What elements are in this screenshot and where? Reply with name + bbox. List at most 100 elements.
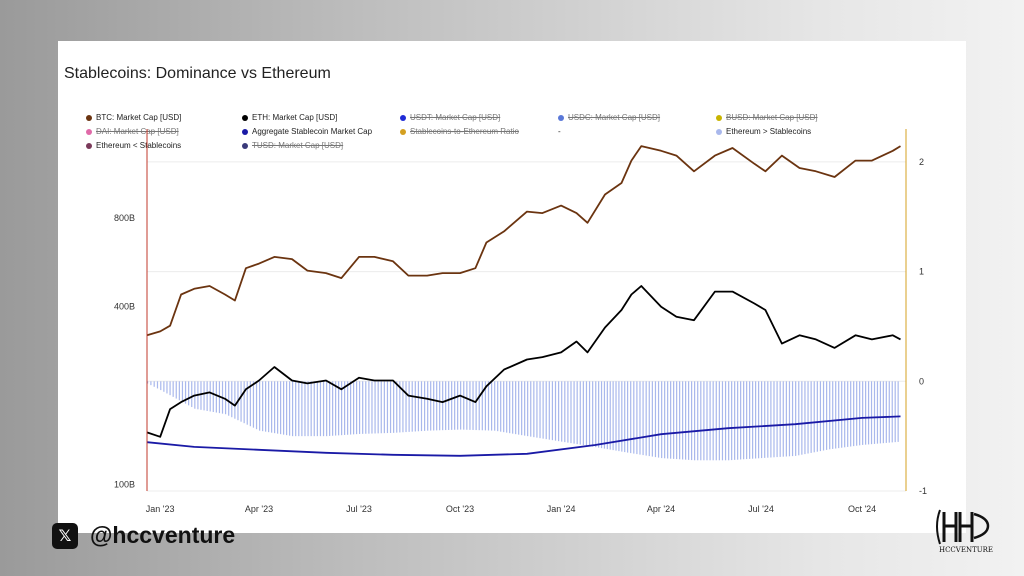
legend-label: Stablecoins-to-Ethereum Ratio bbox=[410, 127, 519, 136]
bar bbox=[338, 381, 340, 436]
bar bbox=[181, 381, 184, 402]
bar bbox=[521, 381, 523, 436]
legend-swatch bbox=[558, 114, 564, 121]
bar bbox=[451, 381, 453, 430]
legend-item[interactable]: DAI: Market Cap [USD] bbox=[86, 127, 179, 136]
bar bbox=[298, 381, 300, 437]
bar bbox=[567, 381, 569, 443]
x-tick-label: Apr '23 bbox=[245, 504, 273, 514]
bar bbox=[530, 381, 532, 437]
bar bbox=[752, 381, 754, 459]
bar bbox=[288, 381, 291, 436]
bar bbox=[758, 381, 760, 459]
legend-swatch bbox=[400, 114, 406, 121]
bar bbox=[795, 381, 797, 456]
bar bbox=[371, 381, 373, 434]
legend-item[interactable]: Stablecoins-to-Ethereum Ratio bbox=[400, 127, 519, 136]
bar bbox=[206, 381, 208, 411]
x-tick-label: Oct '24 bbox=[848, 504, 876, 514]
bar bbox=[402, 381, 404, 433]
bar bbox=[737, 381, 739, 460]
bar bbox=[212, 381, 214, 413]
bar bbox=[835, 381, 837, 449]
bar bbox=[734, 381, 736, 460]
bar bbox=[389, 381, 392, 433]
bar bbox=[615, 381, 617, 451]
bar bbox=[487, 381, 490, 431]
bar bbox=[365, 381, 367, 434]
bar bbox=[304, 381, 306, 437]
legend-swatch bbox=[242, 142, 248, 149]
bar bbox=[350, 381, 352, 435]
bar bbox=[209, 381, 211, 412]
bar bbox=[879, 381, 882, 444]
bar bbox=[645, 381, 647, 456]
bar bbox=[347, 381, 349, 435]
legend-item[interactable]: - bbox=[558, 127, 561, 136]
bar bbox=[624, 381, 626, 453]
bar bbox=[274, 381, 276, 434]
legend-item[interactable]: USDT: Market Cap [USD] bbox=[400, 113, 500, 122]
legend-item[interactable]: TUSD: Market Cap [USD] bbox=[242, 141, 343, 150]
bar bbox=[867, 381, 870, 445]
bar bbox=[420, 381, 423, 432]
legend-label: - bbox=[558, 127, 561, 136]
bar bbox=[761, 381, 763, 459]
hcc-monogram-logo bbox=[936, 509, 990, 545]
bar bbox=[767, 381, 769, 458]
bar bbox=[573, 381, 575, 444]
bar bbox=[362, 381, 364, 434]
social-handle: @hccventure bbox=[90, 522, 236, 548]
legend-item[interactable]: Ethereum > Stablecoins bbox=[716, 127, 811, 136]
bar bbox=[316, 381, 318, 437]
bar bbox=[819, 381, 822, 452]
bar bbox=[776, 381, 778, 458]
bar bbox=[798, 381, 800, 456]
legend-item[interactable]: Aggregate Stablecoin Market Cap bbox=[242, 127, 372, 136]
legend-item[interactable]: Ethereum < Stablecoins bbox=[86, 141, 181, 150]
legend-swatch bbox=[716, 128, 722, 135]
bar bbox=[612, 381, 614, 451]
bar bbox=[694, 381, 696, 461]
bar bbox=[448, 381, 450, 430]
bar bbox=[639, 381, 641, 455]
legend-item[interactable]: ETH: Market Cap [USD] bbox=[242, 113, 337, 122]
bar bbox=[703, 381, 705, 461]
bar bbox=[466, 381, 468, 430]
bar bbox=[788, 381, 791, 457]
bar bbox=[265, 381, 267, 432]
x-tick-label: Jan '23 bbox=[146, 504, 175, 514]
legend-item[interactable]: BTC: Market Cap [USD] bbox=[86, 113, 181, 122]
bar bbox=[826, 381, 828, 450]
legend-label: BUSD: Market Cap [USD] bbox=[726, 113, 818, 122]
bar bbox=[509, 381, 511, 434]
bar bbox=[172, 381, 174, 397]
bar bbox=[374, 381, 376, 434]
bar bbox=[770, 381, 772, 458]
bar bbox=[533, 381, 535, 438]
bar bbox=[688, 381, 690, 460]
bar bbox=[353, 381, 355, 435]
bar bbox=[500, 381, 502, 432]
bar bbox=[862, 381, 864, 445]
bar bbox=[178, 381, 180, 401]
bar bbox=[184, 381, 187, 404]
bar bbox=[430, 381, 432, 431]
bar bbox=[807, 381, 809, 454]
bar bbox=[277, 381, 279, 434]
legend-item[interactable]: USDC: Market Cap [USD] bbox=[558, 113, 660, 122]
legend-label: USDC: Market Cap [USD] bbox=[568, 113, 661, 122]
legend-label: ETH: Market Cap [USD] bbox=[252, 113, 338, 122]
y-right-tick-label: 2 bbox=[919, 157, 924, 167]
bar bbox=[405, 381, 407, 433]
bar bbox=[215, 381, 217, 413]
bar bbox=[313, 381, 315, 437]
bar bbox=[679, 381, 681, 460]
bar bbox=[636, 381, 638, 455]
bar bbox=[518, 381, 520, 435]
bar bbox=[344, 381, 346, 435]
legend-item[interactable]: BUSD: Market Cap [USD] bbox=[716, 113, 818, 122]
bar bbox=[606, 381, 608, 450]
bar bbox=[234, 381, 236, 419]
bar bbox=[301, 381, 303, 437]
